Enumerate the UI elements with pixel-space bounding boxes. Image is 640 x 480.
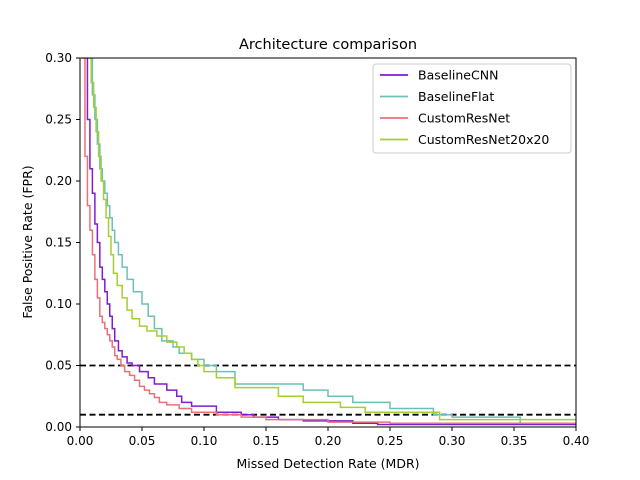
- series-lines: [81, 58, 576, 426]
- x-tick-label: 0.00: [67, 434, 94, 448]
- x-tick-label: 0.35: [501, 434, 528, 448]
- y-axis-label: False Positive Rate (FPR): [20, 165, 35, 318]
- legend-label: BaselineCNN: [418, 68, 498, 83]
- y-tick-label: 0.15: [45, 236, 72, 250]
- x-tick-label: 0.20: [315, 434, 342, 448]
- legend-label: BaselineFlat: [418, 89, 494, 104]
- x-tick-label: 0.15: [253, 434, 280, 448]
- chart-title: Architecture comparison: [239, 37, 417, 53]
- y-tick-label: 0.20: [45, 174, 72, 188]
- x-tick-label: 0.25: [377, 434, 404, 448]
- x-axis: 0.00 0.05 0.10 0.15 0.20 0.25 0.30 0.35 0.40: [67, 427, 590, 448]
- series-line-customresnet20x20: [87, 58, 576, 421]
- x-tick-label: 0.30: [439, 434, 466, 448]
- legend-label: CustomResNet: [418, 111, 510, 126]
- x-axis-label: Missed Detection Rate (MDR): [236, 456, 419, 471]
- x-tick-label: 0.40: [563, 434, 590, 448]
- y-tick-label: 0.00: [45, 420, 72, 434]
- legend: BaselineCNN BaselineFlat CustomResNet Custo…: [372, 63, 572, 154]
- reference-lines: [80, 364, 576, 416]
- legend-box: [372, 63, 572, 154]
- legend-label: CustomResNet20x20: [418, 132, 549, 147]
- y-axis: 0.00 0.05 0.10 0.15 0.20 0.25 0.30: [45, 51, 80, 434]
- y-tick-label: 0.25: [45, 113, 72, 127]
- y-tick-label: 0.30: [45, 51, 72, 65]
- x-tick-label: 0.10: [191, 434, 218, 448]
- series-line-customresnet: [81, 58, 576, 425]
- y-tick-label: 0.10: [45, 297, 72, 311]
- y-tick-label: 0.05: [45, 359, 72, 373]
- x-tick-label: 0.05: [129, 434, 156, 448]
